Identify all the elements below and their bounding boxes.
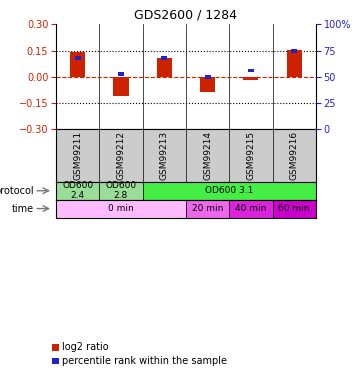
Text: GSM99213: GSM99213 bbox=[160, 131, 169, 180]
Bar bbox=[161, 56, 167, 60]
Bar bbox=[287, 50, 302, 77]
Bar bbox=[143, 182, 316, 200]
Bar bbox=[70, 52, 85, 77]
Text: GSM99212: GSM99212 bbox=[117, 131, 125, 180]
Text: OD600 3.1: OD600 3.1 bbox=[205, 186, 253, 195]
Bar bbox=[113, 77, 129, 96]
Title: GDS2600 / 1284: GDS2600 / 1284 bbox=[134, 9, 238, 22]
Bar bbox=[157, 58, 172, 77]
Bar bbox=[75, 56, 81, 60]
Text: GSM99211: GSM99211 bbox=[73, 131, 82, 180]
Text: 40 min: 40 min bbox=[235, 204, 266, 213]
Text: GSM99216: GSM99216 bbox=[290, 131, 299, 180]
Text: protocol: protocol bbox=[0, 186, 34, 196]
Bar bbox=[229, 200, 273, 217]
Bar bbox=[56, 182, 99, 200]
Text: GSM99215: GSM99215 bbox=[247, 131, 255, 180]
Bar bbox=[205, 75, 210, 79]
Bar bbox=[243, 77, 258, 80]
Bar bbox=[200, 77, 215, 92]
Bar bbox=[99, 182, 143, 200]
Bar bbox=[186, 200, 229, 217]
Bar bbox=[273, 200, 316, 217]
Text: 20 min: 20 min bbox=[192, 204, 223, 213]
Text: 0 min: 0 min bbox=[108, 204, 134, 213]
Text: OD600
2.8: OD600 2.8 bbox=[105, 181, 136, 200]
Bar bbox=[248, 69, 254, 72]
Bar bbox=[118, 72, 124, 76]
Bar bbox=[56, 200, 186, 217]
Text: OD600
2.4: OD600 2.4 bbox=[62, 181, 93, 200]
Text: time: time bbox=[11, 204, 34, 214]
Bar bbox=[291, 49, 297, 52]
Text: GSM99214: GSM99214 bbox=[203, 131, 212, 180]
Legend: log2 ratio, percentile rank within the sample: log2 ratio, percentile rank within the s… bbox=[52, 342, 227, 366]
Text: 60 min: 60 min bbox=[278, 204, 310, 213]
